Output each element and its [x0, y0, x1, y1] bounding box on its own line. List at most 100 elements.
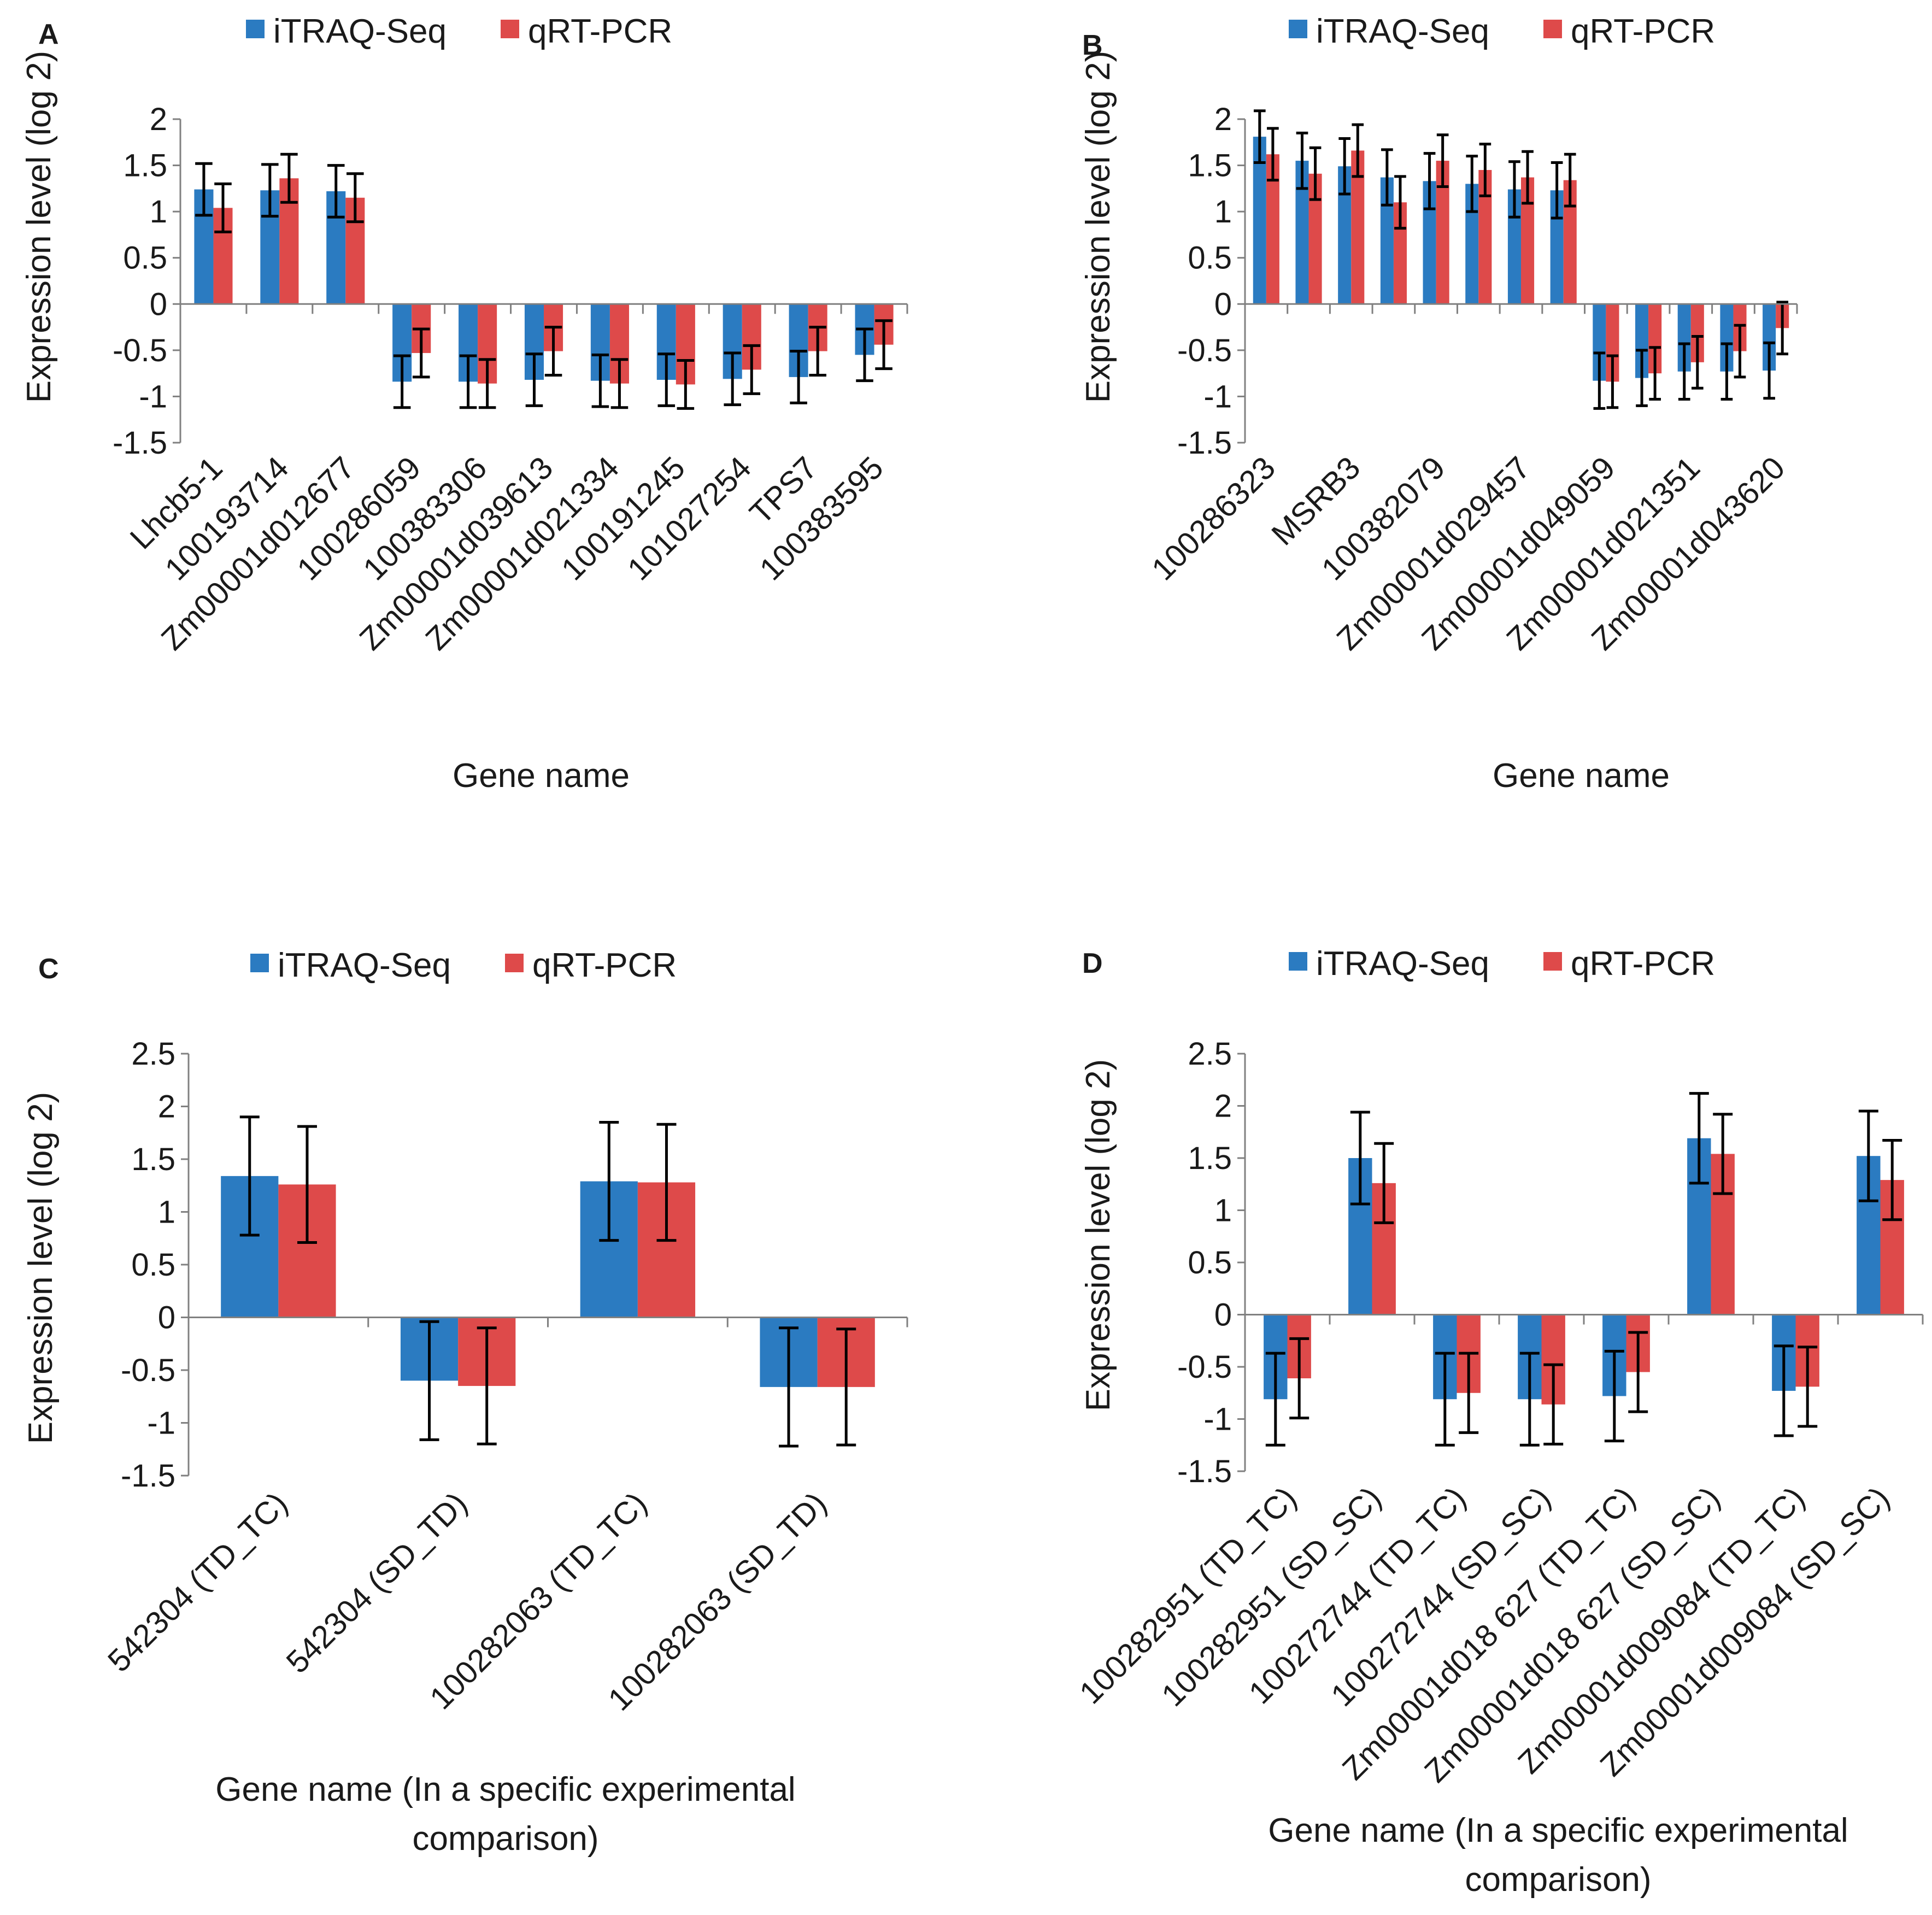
error-bar-qrt-pcr: [412, 327, 430, 379]
bar-itraq-seq: [1253, 137, 1266, 304]
legend-label-itraq: iTRAQ-Seq: [1316, 13, 1489, 50]
legend-label-itraq: iTRAQ-Seq: [1316, 945, 1489, 983]
error-bar-qrt-pcr: [1606, 354, 1619, 409]
error-bar-itraq-seq: [657, 353, 676, 407]
y-axis-title: Expression level (log 2): [20, 51, 58, 403]
error-bars: [1253, 109, 1789, 410]
error-bar-itraq-seq: [419, 1320, 439, 1441]
legend-swatch-qrt: [505, 954, 524, 972]
error-bar-qrt-pcr: [1713, 1113, 1733, 1195]
x-axis-ticks: Lhcb5-1100193714Zm00001d0126771002860591…: [123, 450, 890, 657]
panel-c: C iTRAQ-Seq qRT-PCR 2.5 2 1.5 1 0.5 0 -0.5 -1 -1…: [0, 929, 966, 1915]
error-bar-qrt-pcr: [677, 359, 695, 410]
y-tick-label: 2.5: [131, 1036, 175, 1072]
y-tick-label: 0.5: [1188, 240, 1232, 276]
error-bar-qrt-pcr: [1436, 133, 1449, 188]
error-bar-itraq-seq: [239, 1115, 260, 1237]
error-bar-qrt-pcr: [1649, 346, 1661, 401]
error-bar-itraq-seq: [1253, 109, 1266, 164]
y-tick-label: -1.5: [121, 1458, 175, 1494]
error-bar-itraq-seq: [1678, 342, 1690, 401]
y-tick-label: 0: [1214, 286, 1232, 322]
error-bar-qrt-pcr: [214, 182, 232, 233]
error-bar-itraq-seq: [1296, 131, 1308, 190]
y-tick-label: 1.5: [1188, 1141, 1232, 1176]
error-bar-qrt-pcr: [1267, 127, 1279, 182]
error-bar-itraq-seq: [856, 327, 873, 383]
error-bar-itraq-seq: [1689, 1092, 1709, 1185]
y-tick-label: 1.5: [123, 148, 167, 184]
error-bars: [1265, 1092, 1902, 1447]
panel-a: A iTRAQ-Seq qRT-PCR 2 1.5 1 0.5 0 -0.5 -1 -1.5 …: [0, 0, 966, 809]
y-tick-label: 0.5: [131, 1247, 175, 1283]
legend-label-qrt: qRT-PCR: [528, 13, 672, 50]
legend-label-qrt: qRT-PCR: [532, 947, 677, 984]
x-axis-ticks: 100282951 (TD_TC)100282951 (SD_SC)100272…: [1073, 1480, 1896, 1789]
bars: [194, 178, 894, 385]
y-tick-label: 1: [150, 194, 167, 230]
y-tick-label: -0.5: [121, 1353, 175, 1388]
error-bar-itraq-seq: [1466, 155, 1478, 213]
error-bar-qrt-pcr: [1691, 334, 1704, 390]
y-tick-label: 2: [150, 102, 167, 137]
error-bar-qrt-pcr: [1479, 143, 1491, 197]
y-tick-label: 1: [1214, 194, 1232, 230]
y-tick-label: 1: [1214, 1193, 1232, 1229]
legend-swatch-itraq: [250, 954, 269, 972]
error-bar-qrt-pcr: [1352, 123, 1364, 178]
panel-label: C: [38, 953, 59, 985]
error-bar-qrt-pcr: [478, 358, 496, 409]
error-bar-itraq-seq: [261, 163, 279, 218]
legend-swatch-itraq: [1289, 20, 1307, 38]
error-bar-qrt-pcr: [1628, 1331, 1648, 1413]
bars: [221, 1176, 875, 1387]
legend-swatch-itraq: [246, 20, 265, 38]
bars: [1264, 1138, 1904, 1405]
x-axis-title: Gene name: [453, 757, 630, 795]
y-tick-label: 2: [1214, 102, 1232, 137]
legend-label-itraq: iTRAQ-Seq: [273, 13, 447, 50]
y-axis-ticks: 2 1.5 1 0.5 0 -0.5 -1 -1.5: [113, 102, 180, 461]
y-tick-label: 1: [158, 1195, 175, 1230]
y-tick-label: 0.5: [123, 240, 167, 276]
error-bar-itraq-seq: [591, 353, 609, 408]
x-axis-title-line-1: Gene name (In a specific experimental: [1268, 1812, 1848, 1849]
y-tick-label: 2.5: [1188, 1036, 1232, 1072]
error-bar-itraq-seq: [1763, 341, 1775, 400]
error-bar-itraq-seq: [724, 351, 741, 407]
error-bar-itraq-seq: [1350, 1111, 1370, 1206]
y-tick-label: 0: [150, 286, 167, 322]
panel-label: B: [1082, 30, 1103, 61]
y-tick-label: -0.5: [1177, 1349, 1232, 1385]
error-bar-qrt-pcr: [875, 319, 892, 371]
error-bar-qrt-pcr: [1564, 152, 1576, 208]
error-bar-qrt-pcr: [1394, 175, 1406, 230]
error-bar-itraq-seq: [195, 162, 213, 217]
y-tick-label: 0: [158, 1300, 175, 1336]
y-tick-label: 0.5: [1188, 1245, 1232, 1280]
legend-label-itraq: iTRAQ-Seq: [278, 947, 451, 984]
panel-b: B iTRAQ-Seq qRT-PCR 2 1.5 1 0.5 0 -0.5 -1 -1.5 …: [966, 0, 1932, 809]
bars: [1253, 137, 1789, 382]
error-bar-itraq-seq: [1636, 349, 1648, 407]
y-tick-label: 1.5: [1188, 148, 1232, 184]
error-bar-qrt-pcr: [1734, 324, 1746, 379]
legend-label-qrt: qRT-PCR: [1571, 13, 1715, 50]
error-bar-itraq-seq: [1338, 137, 1351, 196]
x-axis-title: Gene name: [1493, 757, 1670, 795]
y-axis-ticks: 2.5 2 1.5 1 0.5 0 -0.5 -1 -1.5: [1177, 1036, 1245, 1489]
error-bar-qrt-pcr: [1374, 1142, 1394, 1224]
error-bars: [239, 1115, 856, 1448]
error-bar-qrt-pcr: [280, 152, 298, 204]
error-bar-itraq-seq: [1604, 1349, 1624, 1443]
panel-label: A: [38, 19, 59, 50]
y-axis-title: Expression level (log 2): [1079, 1059, 1117, 1411]
legend-label-qrt: qRT-PCR: [1571, 945, 1715, 983]
chart-b: B iTRAQ-Seq qRT-PCR 21.510.50-0.5-1-1.5 …: [1079, 13, 1798, 795]
axes: [179, 119, 908, 443]
error-bar-itraq-seq: [327, 164, 345, 219]
y-tick-label: -1: [1203, 1402, 1232, 1437]
y-axis-ticks: 2 1.5 1 0.5 0 -0.5 -1 -1.5: [1177, 102, 1245, 461]
error-bar-itraq-seq: [1720, 342, 1733, 401]
y-tick-label: 2: [1214, 1089, 1232, 1124]
